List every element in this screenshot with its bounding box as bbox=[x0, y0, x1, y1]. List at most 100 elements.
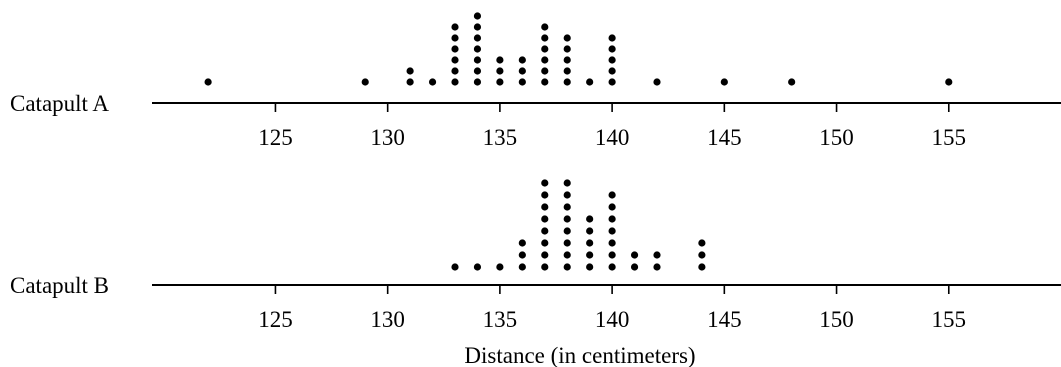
catapult-b-tick-label-125: 125 bbox=[258, 307, 293, 332]
catapult-b-dot-140-1 bbox=[608, 263, 616, 271]
catapult-a-dot-148-1 bbox=[788, 78, 796, 86]
catapult-a-dot-136-2 bbox=[518, 67, 526, 75]
catapult-a-dot-136-3 bbox=[518, 56, 526, 64]
catapult-b-dots bbox=[451, 179, 706, 271]
catapult-a-tick-label-150: 150 bbox=[819, 125, 854, 150]
catapult-b-dot-137-4 bbox=[541, 227, 549, 235]
catapult-b-dot-144-1 bbox=[698, 263, 706, 271]
catapult-a-dot-133-3 bbox=[451, 56, 459, 64]
catapult-b-dot-140-2 bbox=[608, 251, 616, 259]
catapult-b-dot-139-3 bbox=[586, 239, 594, 247]
catapult-a-dot-145-1 bbox=[720, 78, 728, 86]
catapult-b-dot-136-1 bbox=[518, 263, 526, 271]
catapult-b-ticks bbox=[274, 285, 950, 294]
catapult-b-dot-135-1 bbox=[496, 263, 504, 271]
catapult-a-dot-142-1 bbox=[653, 78, 661, 86]
catapult-b-dot-140-7 bbox=[608, 191, 616, 199]
catapult-a-dot-122-1 bbox=[204, 78, 212, 86]
catapult-a-dot-138-4 bbox=[563, 45, 571, 53]
catapult-a-tick-label-155: 155 bbox=[932, 125, 967, 150]
catapult-a-dot-135-3 bbox=[496, 56, 504, 64]
catapult-a-dot-135-2 bbox=[496, 67, 504, 75]
catapult-b-dot-134-1 bbox=[473, 263, 482, 271]
catapult-b-dot-144-2 bbox=[698, 251, 706, 259]
catapult-a-tick-label-130: 130 bbox=[370, 125, 405, 150]
catapult-b-dot-140-5 bbox=[608, 215, 616, 223]
catapult-b-dot-137-2 bbox=[541, 251, 549, 259]
catapult-a-dot-131-2 bbox=[406, 67, 414, 75]
catapult-b-dot-139-2 bbox=[586, 251, 594, 259]
catapult-a-dot-133-1 bbox=[451, 78, 459, 86]
catapult-b-dot-137-7 bbox=[541, 191, 549, 199]
catapult-b-label: Catapult B bbox=[10, 273, 109, 298]
catapult-a-plot: Catapult A 125 130 135 140 145 150 155 bbox=[10, 12, 1061, 150]
catapult-b-dot-138-8 bbox=[563, 179, 571, 187]
catapult-b-dot-138-5 bbox=[563, 215, 571, 223]
catapult-a-dot-137-2 bbox=[541, 67, 549, 75]
catapult-b-tick-label-135: 135 bbox=[483, 307, 518, 332]
catapult-a-tick-label-145: 145 bbox=[707, 125, 742, 150]
catapult-a-dot-155-1 bbox=[945, 78, 953, 86]
catapult-b-dot-138-3 bbox=[563, 239, 571, 247]
catapult-a-dot-138-5 bbox=[563, 34, 571, 42]
catapult-b-dot-138-2 bbox=[563, 251, 571, 259]
catapult-a-label: Catapult A bbox=[10, 91, 109, 116]
catapult-b-dot-139-5 bbox=[586, 215, 594, 223]
catapult-b-dot-133-1 bbox=[451, 263, 459, 271]
catapult-a-ticks bbox=[274, 103, 950, 112]
catapult-a-dot-137-4 bbox=[541, 45, 549, 53]
catapult-a-dot-138-2 bbox=[563, 67, 571, 75]
catapult-b-dot-140-3 bbox=[608, 239, 616, 247]
catapult-b-dot-136-2 bbox=[518, 251, 526, 259]
catapult-a-dot-140-5 bbox=[608, 34, 616, 42]
catapult-b-dot-140-6 bbox=[608, 203, 616, 211]
catapult-b-dot-138-4 bbox=[563, 227, 571, 235]
catapult-b-dot-137-8 bbox=[541, 179, 549, 187]
catapult-b-dot-139-4 bbox=[586, 227, 594, 235]
catapult-a-dot-140-1 bbox=[608, 78, 616, 86]
catapult-a-dot-138-3 bbox=[563, 56, 571, 64]
catapult-b-dot-138-6 bbox=[563, 203, 571, 211]
catapult-b-tick-label-140: 140 bbox=[595, 307, 630, 332]
catapult-a-dot-137-5 bbox=[541, 34, 549, 42]
catapult-b-plot: Catapult B 125 130 135 140 145 150 155 bbox=[10, 179, 1061, 332]
catapult-b-tick-labels: 125 130 135 140 145 150 155 bbox=[258, 307, 966, 332]
catapult-a-dot-140-2 bbox=[608, 67, 616, 75]
catapult-a-dot-134-3 bbox=[473, 56, 482, 64]
catapult-a-dot-137-1 bbox=[541, 78, 549, 86]
catapult-a-dot-137-6 bbox=[541, 23, 549, 31]
catapult-a-dot-140-4 bbox=[608, 45, 616, 53]
catapult-b-tick-label-145: 145 bbox=[707, 307, 742, 332]
catapult-b-dot-140-4 bbox=[608, 227, 616, 235]
x-axis-title: Distance (in centimeters) bbox=[464, 343, 695, 367]
catapult-a-dot-129-1 bbox=[361, 78, 369, 86]
catapult-b-dot-137-1 bbox=[541, 263, 549, 271]
catapult-a-dot-132-1 bbox=[428, 78, 437, 86]
catapult-a-dot-138-1 bbox=[563, 78, 571, 86]
catapult-a-dot-135-1 bbox=[496, 78, 504, 86]
catapult-a-dot-133-5 bbox=[451, 34, 459, 42]
catapult-b-dot-137-3 bbox=[541, 239, 549, 247]
catapult-b-dot-139-1 bbox=[586, 263, 594, 271]
catapult-a-tick-label-135: 135 bbox=[483, 125, 518, 150]
catapult-a-dot-137-3 bbox=[541, 56, 549, 64]
catapult-a-dot-139-1 bbox=[586, 78, 594, 86]
catapult-b-tick-label-155: 155 bbox=[932, 307, 967, 332]
catapult-b-dot-137-6 bbox=[541, 203, 549, 211]
catapult-b-dot-138-1 bbox=[563, 263, 571, 271]
catapult-b-tick-label-130: 130 bbox=[370, 307, 405, 332]
catapult-a-dot-133-6 bbox=[451, 23, 459, 31]
catapult-b-dot-141-2 bbox=[630, 251, 639, 259]
catapult-b-dot-136-3 bbox=[518, 239, 526, 247]
catapult-b-dot-138-7 bbox=[563, 191, 571, 199]
catapult-b-dot-144-3 bbox=[698, 239, 706, 247]
catapult-a-dot-134-4 bbox=[473, 45, 482, 53]
catapult-a-dot-133-2 bbox=[451, 67, 459, 75]
catapult-a-tick-label-125: 125 bbox=[258, 125, 293, 150]
catapult-b-dot-142-2 bbox=[653, 251, 661, 259]
catapult-a-dot-134-2 bbox=[473, 67, 482, 75]
catapult-a-dot-134-1 bbox=[473, 78, 482, 86]
catapult-a-tick-labels: 125 130 135 140 145 150 155 bbox=[258, 125, 966, 150]
catapult-b-tick-label-150: 150 bbox=[819, 307, 854, 332]
